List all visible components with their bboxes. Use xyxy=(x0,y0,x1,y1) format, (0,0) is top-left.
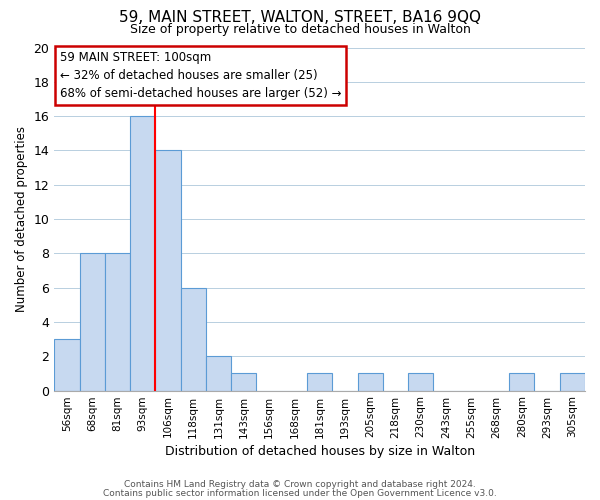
Bar xyxy=(509,374,535,390)
Bar xyxy=(155,150,181,390)
Bar xyxy=(54,339,80,390)
Bar xyxy=(408,374,433,390)
Text: 59, MAIN STREET, WALTON, STREET, BA16 9QQ: 59, MAIN STREET, WALTON, STREET, BA16 9Q… xyxy=(119,10,481,25)
Bar xyxy=(80,254,105,390)
Bar xyxy=(231,374,256,390)
Bar xyxy=(560,374,585,390)
Bar xyxy=(181,288,206,391)
X-axis label: Distribution of detached houses by size in Walton: Distribution of detached houses by size … xyxy=(164,444,475,458)
Y-axis label: Number of detached properties: Number of detached properties xyxy=(15,126,28,312)
Bar xyxy=(307,374,332,390)
Bar xyxy=(105,254,130,390)
Bar xyxy=(358,374,383,390)
Text: Size of property relative to detached houses in Walton: Size of property relative to detached ho… xyxy=(130,22,470,36)
Text: Contains HM Land Registry data © Crown copyright and database right 2024.: Contains HM Land Registry data © Crown c… xyxy=(124,480,476,489)
Text: 59 MAIN STREET: 100sqm
← 32% of detached houses are smaller (25)
68% of semi-det: 59 MAIN STREET: 100sqm ← 32% of detached… xyxy=(59,51,341,100)
Bar xyxy=(130,116,155,390)
Text: Contains public sector information licensed under the Open Government Licence v3: Contains public sector information licen… xyxy=(103,488,497,498)
Bar xyxy=(206,356,231,390)
